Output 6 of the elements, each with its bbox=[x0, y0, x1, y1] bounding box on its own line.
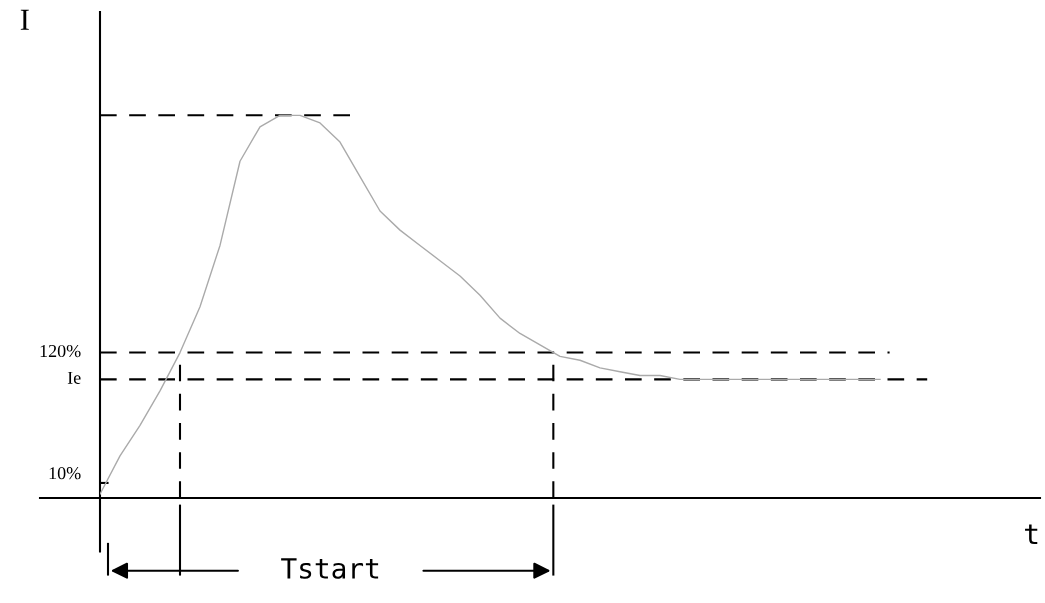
y-axis-title: I bbox=[20, 9, 29, 30]
text: t bbox=[1025, 524, 1038, 545]
text: Tstart bbox=[281, 558, 379, 579]
text: Ie bbox=[67, 371, 81, 384]
text: 120% bbox=[40, 344, 81, 358]
text: 10% bbox=[49, 467, 81, 480]
